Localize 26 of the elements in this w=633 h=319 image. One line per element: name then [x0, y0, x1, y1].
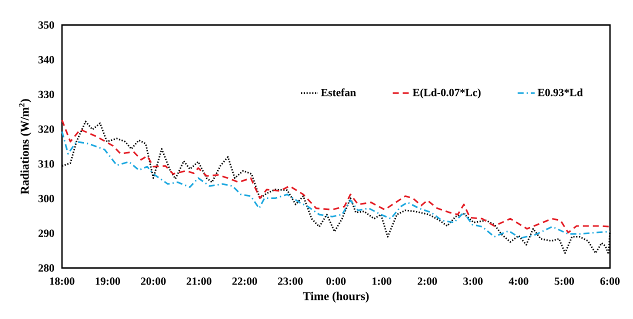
legend-label: E0.93*Ld [538, 88, 583, 96]
y-tick-label: 350 [38, 21, 54, 29]
x-axis-title: Time (hours) [302, 292, 369, 303]
y-tick-label: 280 [38, 264, 54, 272]
legend-label: Estefan [320, 88, 356, 96]
x-tick-label: 20:00 [141, 278, 166, 285]
y-tick-label: 300 [38, 194, 54, 202]
y-tick-label: 290 [38, 230, 54, 237]
y-tick-label: 340 [38, 56, 54, 64]
legend-label: E(Ld-0.07*Lc) [412, 88, 481, 98]
x-tick-label: 0:00 [326, 278, 346, 285]
x-tick-label: 1:00 [372, 278, 392, 285]
y-tick-label: 310 [38, 160, 54, 168]
x-tick-label: 23:00 [278, 278, 303, 285]
y-tick-label: 330 [38, 90, 54, 98]
x-tick-label: 19:00 [96, 278, 120, 285]
x-tick-label: 6:00 [600, 278, 620, 285]
x-tick-label: 22:00 [232, 278, 258, 285]
x-tick-label: 18:00 [50, 278, 74, 285]
x-tick-label: 21:00 [186, 278, 212, 285]
x-tick-label: 2:00 [418, 278, 437, 285]
x-tick-label: 5:00 [554, 278, 574, 285]
y-axis-title: Radiations (W/m$^{2}$) [19, 99, 32, 194]
y-tick-label: 320 [38, 125, 54, 133]
x-tick-label: 3:00 [463, 278, 483, 285]
x-tick-label: 4:00 [508, 278, 528, 285]
